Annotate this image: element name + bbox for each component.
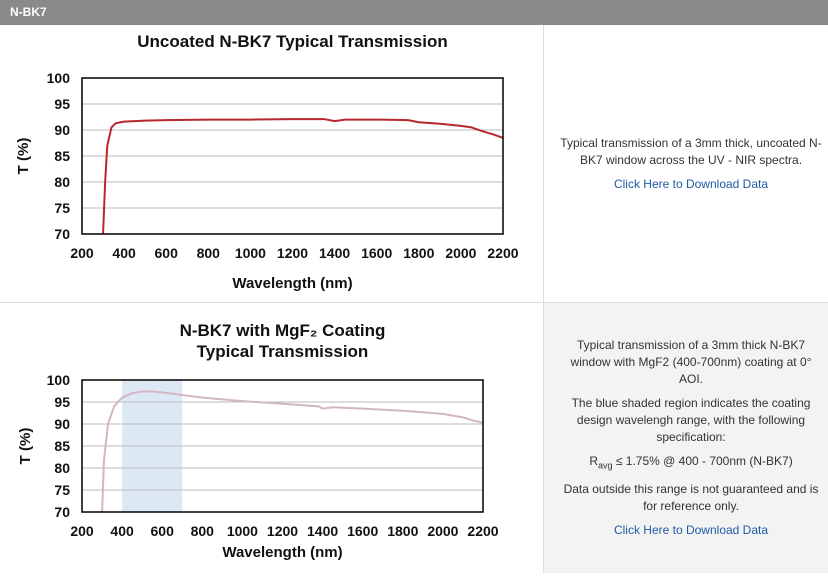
download-link[interactable]: Click Here to Download Data bbox=[613, 523, 769, 538]
y-axis-label: T (%) bbox=[15, 138, 32, 175]
x-tick-label: 1600 bbox=[361, 245, 392, 261]
chart-title: N-BK7 with MgF₂ Coating bbox=[180, 321, 386, 340]
x-tick-label: 1000 bbox=[227, 523, 258, 539]
y-tick-label: 70 bbox=[54, 504, 70, 520]
data-line bbox=[101, 390, 484, 513]
x-tick-label: 1000 bbox=[235, 245, 266, 261]
y-tick-label: 85 bbox=[54, 438, 70, 454]
y-axis-label: T (%) bbox=[17, 428, 34, 465]
y-tick-label: 95 bbox=[54, 394, 70, 410]
spec-text: ≤ 1.75% @ 400 - 700nm (N-BK7) bbox=[615, 453, 793, 468]
chart-title: Uncoated N-BK7 Typical Transmission bbox=[137, 32, 447, 51]
x-tick-label: 800 bbox=[191, 523, 215, 539]
y-tick-label: 75 bbox=[54, 482, 70, 498]
plot-frame bbox=[81, 379, 484, 513]
chart: N-BK7 with MgF₂ Coating Typical Transmiss… bbox=[17, 321, 499, 561]
spec-symbol: R bbox=[589, 453, 598, 468]
x-tick-label: 2200 bbox=[467, 523, 498, 539]
y-tick-label: 90 bbox=[54, 122, 70, 138]
y-tick-label: 80 bbox=[54, 460, 70, 476]
x-tick-label: 2000 bbox=[427, 523, 458, 539]
y-tick-label: 95 bbox=[54, 96, 70, 112]
chart-cell: N-BK7 with MgF₂ Coating Typical Transmiss… bbox=[0, 303, 543, 573]
y-tick-label: 80 bbox=[54, 174, 70, 190]
paragraph: Typical transmission of a 3mm thick N-BK… bbox=[570, 337, 812, 386]
y-tick-label: 75 bbox=[54, 200, 70, 216]
note: Data outside this range is not guarantee… bbox=[563, 482, 819, 514]
x-tick-label: 1200 bbox=[267, 523, 298, 539]
description: Typical transmission of a 3mm thick N-BK… bbox=[543, 303, 828, 573]
plot-frame bbox=[81, 77, 504, 235]
header: N-BK7 bbox=[0, 0, 828, 25]
x-tick-label: 600 bbox=[155, 245, 179, 261]
spec: Ravg ≤ 1.75% @ 400 - 700nm (N-BK7) bbox=[558, 453, 824, 474]
x-tick-label: 400 bbox=[112, 245, 136, 261]
description: Typical transmission of a 3mm thick, unc… bbox=[543, 25, 828, 303]
spec-subscript: avg bbox=[597, 460, 613, 471]
x-tick-label: 200 bbox=[70, 245, 94, 261]
x-tick-label: 1400 bbox=[319, 245, 350, 261]
x-tick-label: 1800 bbox=[403, 245, 434, 261]
paragraph: Typical transmission of a 3mm thick, unc… bbox=[560, 135, 822, 167]
x-tick-label: 1200 bbox=[277, 245, 308, 261]
download-link[interactable]: Click Here to Download Data bbox=[613, 176, 769, 191]
x-tick-label: 800 bbox=[197, 245, 221, 261]
y-tick-label: 85 bbox=[54, 148, 70, 164]
paragraph: The blue shaded region indicates the coa… bbox=[571, 395, 811, 444]
x-tick-label: 1400 bbox=[307, 523, 338, 539]
y-tick-label: 90 bbox=[54, 416, 70, 432]
y-tick-label: 100 bbox=[47, 372, 71, 388]
y-tick-label: 70 bbox=[54, 226, 70, 242]
x-tick-label: 2000 bbox=[445, 245, 476, 261]
x-tick-label: 1800 bbox=[387, 523, 418, 539]
x-axis-label: Wavelength (nm) bbox=[232, 275, 352, 292]
x-tick-label: 1600 bbox=[347, 523, 378, 539]
data-line bbox=[102, 118, 504, 235]
chart: Uncoated N-BK7 Typical Transmission 70 75 8… bbox=[15, 32, 519, 292]
x-tick-label: 600 bbox=[151, 523, 175, 539]
y-tick-label: 100 bbox=[47, 70, 71, 86]
chart-cell: Uncoated N-BK7 Typical Transmission 70 75 8… bbox=[0, 25, 543, 303]
x-tick-label: 400 bbox=[110, 523, 134, 539]
x-tick-label: 2200 bbox=[487, 245, 518, 261]
x-tick-label: 200 bbox=[70, 523, 94, 539]
x-axis-label: Wavelength (nm) bbox=[222, 544, 342, 561]
chart-title: Typical Transmission bbox=[197, 342, 369, 361]
